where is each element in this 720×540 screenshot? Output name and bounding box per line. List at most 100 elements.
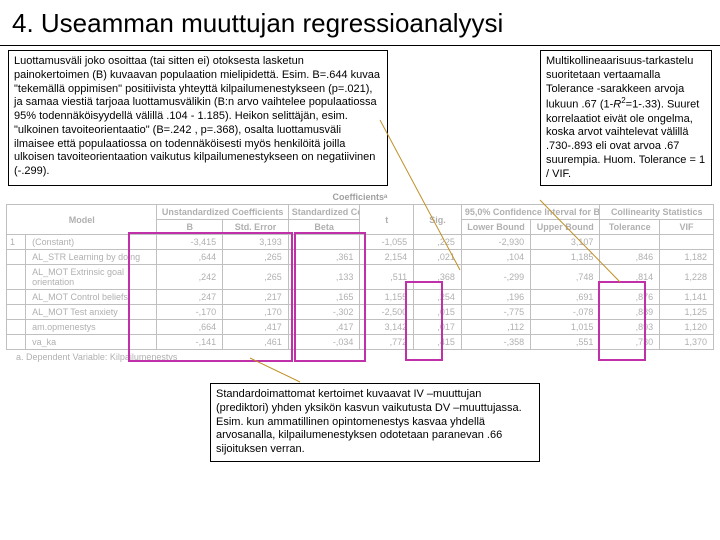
table-cell: ,417: [223, 320, 289, 335]
table-cell: -1,055: [360, 235, 414, 250]
th-beta: Beta: [288, 220, 360, 235]
table-cell: [7, 305, 26, 320]
table-cell: ,225: [414, 235, 462, 250]
textbox-row: Luottamusväli joko osoittaa (tai sitten …: [0, 46, 720, 188]
table-cell: [7, 290, 26, 305]
table-cell: AL_MOT Test anxiety: [26, 305, 157, 320]
table-cell: AL_MOT Control beliefs: [26, 290, 157, 305]
table-row: AL_MOT Extrinsic goal orientation,242,26…: [7, 265, 714, 290]
table-cell: 1: [7, 235, 26, 250]
table-cell: ,889: [600, 305, 660, 320]
table-cell: ,876: [600, 290, 660, 305]
table-cell: -2,930: [461, 235, 530, 250]
table-cell: 1,370: [660, 335, 714, 350]
table-cell: ,551: [531, 335, 600, 350]
table-cell: ,748: [531, 265, 600, 290]
table-cell: ,730: [600, 335, 660, 350]
table-cell: ,893: [600, 320, 660, 335]
table-cell: va_ka: [26, 335, 157, 350]
table-cell: [7, 320, 26, 335]
table-cell: ,217: [223, 290, 289, 305]
bottom-explainer-box: Standardoimattomat kertoimet kuvaavat IV…: [210, 383, 540, 462]
right-box-text-b: =1-.33). Suuret korrelaatiot eivät ole o…: [546, 99, 705, 180]
th-coll: Collinearity Statistics: [600, 205, 714, 220]
table-cell: ,846: [600, 250, 660, 265]
table-cell: 1,228: [660, 265, 714, 290]
table-cell: 2,154: [360, 250, 414, 265]
table-cell: 1,015: [531, 320, 600, 335]
table-cell: AL_MOT Extrinsic goal orientation: [26, 265, 157, 290]
table-row: am.opmenestys,664,417,4173,142,017,1121,…: [7, 320, 714, 335]
table-cell: 1,155: [360, 290, 414, 305]
table-cell: ,691: [531, 290, 600, 305]
th-ub: Upper Bound: [531, 220, 600, 235]
th-std: Standardized Coefficients: [288, 205, 360, 220]
th-ci: 95,0% Confidence Interval for B: [461, 205, 600, 220]
table-cell: ,104: [461, 250, 530, 265]
table-cell: 3,142: [360, 320, 414, 335]
table-cell: ,247: [157, 290, 223, 305]
table-cell: [288, 235, 360, 250]
table-cell: ,368: [414, 265, 462, 290]
th-unstd: Unstandardized Coefficients: [157, 205, 288, 220]
table-cell: -,775: [461, 305, 530, 320]
right-explainer-box: Multikollineaarisuus-tarkastelu suoritet…: [540, 50, 712, 186]
table-cell: 3,107: [531, 235, 600, 250]
th-t: t: [360, 205, 414, 235]
table-cell: 1,185: [531, 250, 600, 265]
table-cell: ,511: [360, 265, 414, 290]
table-cell: ,417: [288, 320, 360, 335]
table-row: AL_MOT Test anxiety-,170,170-,302-2,500,…: [7, 305, 714, 320]
th-lb: Lower Bound: [461, 220, 530, 235]
table-cell: ,461: [223, 335, 289, 350]
table-row: AL_STR Learning by doing,644,265,3612,15…: [7, 250, 714, 265]
table-cell: ,133: [288, 265, 360, 290]
table-row: AL_MOT Control beliefs,247,217,1651,155,…: [7, 290, 714, 305]
table-cell: -,141: [157, 335, 223, 350]
table-cell: [660, 235, 714, 250]
table-cell: 1,182: [660, 250, 714, 265]
table-cell: -,299: [461, 265, 530, 290]
table-cell: -,302: [288, 305, 360, 320]
table-cell: ,814: [600, 265, 660, 290]
table-cell: [600, 235, 660, 250]
table-cell: AL_STR Learning by doing: [26, 250, 157, 265]
coefficients-table: Coefficientsᵃ Model Unstandardized Coeff…: [6, 190, 714, 350]
table-cell: ,165: [288, 290, 360, 305]
table-cell: ,015: [414, 305, 462, 320]
table-cell: 1,125: [660, 305, 714, 320]
table-cell: [7, 265, 26, 290]
table-row: va_ka-,141,461-,034,772,415-,358,551,730…: [7, 335, 714, 350]
table-cell: ,196: [461, 290, 530, 305]
table-cell: am.opmenestys: [26, 320, 157, 335]
table-cell: ,242: [157, 265, 223, 290]
table-cell: ,265: [223, 250, 289, 265]
table-cell: -3,415: [157, 235, 223, 250]
table-cell: ,021: [414, 250, 462, 265]
th-b: B: [157, 220, 223, 235]
table-cell: ,361: [288, 250, 360, 265]
table-cell: ,254: [414, 290, 462, 305]
table-cell: 1,120: [660, 320, 714, 335]
table-cell: 1,141: [660, 290, 714, 305]
table-cell: ,017: [414, 320, 462, 335]
table-header-row-1: Model Unstandardized Coefficients Standa…: [7, 205, 714, 220]
th-vif: VIF: [660, 220, 714, 235]
table-footnote: a. Dependent Variable: Kilpailumenestys: [6, 350, 714, 362]
table-cell: ,644: [157, 250, 223, 265]
table-cell: -,170: [157, 305, 223, 320]
table-cell: -,034: [288, 335, 360, 350]
table-cell: -,358: [461, 335, 530, 350]
th-model: Model: [7, 205, 157, 235]
table-cell: ,170: [223, 305, 289, 320]
table-cell: ,415: [414, 335, 462, 350]
table-cell: (Constant): [26, 235, 157, 250]
table-row: 1(Constant)-3,4153,193 -1,055,225-2,9303,…: [7, 235, 714, 250]
table-cell: 3,193: [223, 235, 289, 250]
th-sig: Sig.: [414, 205, 462, 235]
table-cell: [7, 335, 26, 350]
table-cell: ,112: [461, 320, 530, 335]
th-se: Std. Error: [223, 220, 289, 235]
page-title: 4. Useamman muuttujan regressioanalyysi: [0, 0, 720, 46]
table-cell: ,664: [157, 320, 223, 335]
